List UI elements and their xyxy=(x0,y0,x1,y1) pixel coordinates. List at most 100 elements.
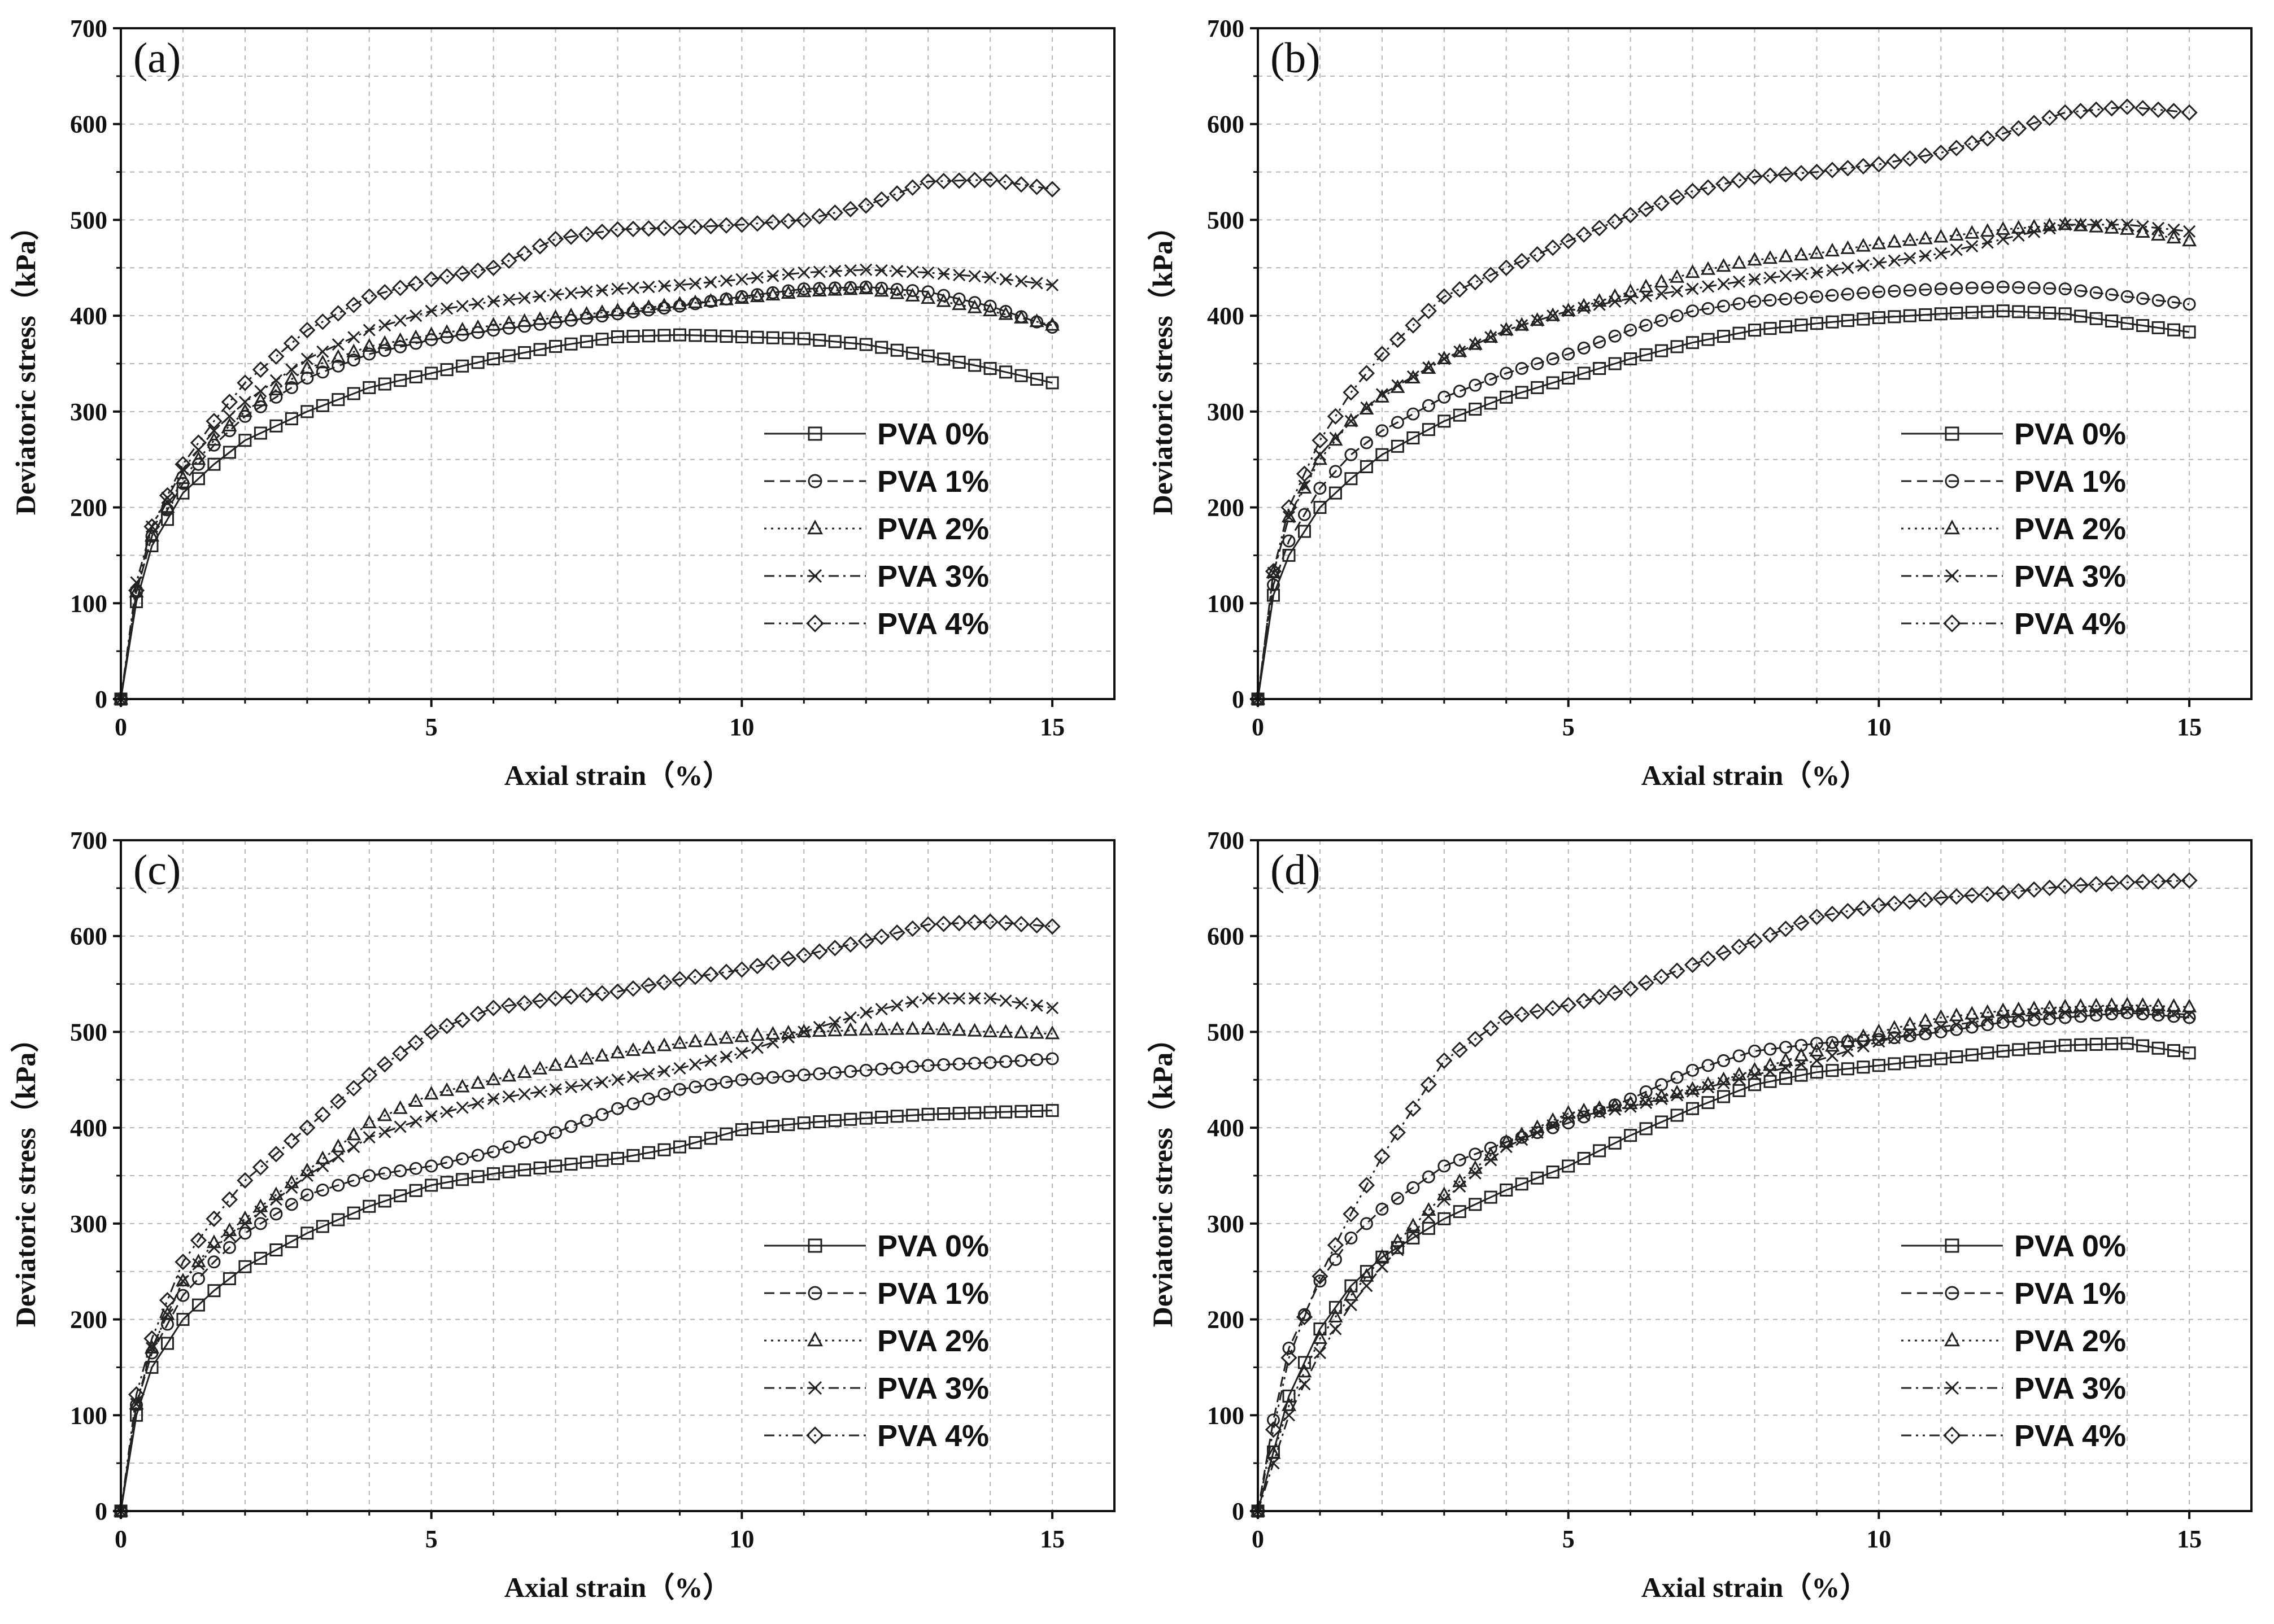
data-point-pva-2- xyxy=(796,283,812,298)
data-point-pva-3- xyxy=(1732,1072,1746,1086)
data-point-pva-4- xyxy=(206,413,223,430)
data-point-pva-1- xyxy=(1748,1044,1761,1058)
data-point-pva-0- xyxy=(952,355,966,369)
data-point-pva-2- xyxy=(346,1127,361,1141)
data-point-pva-4- xyxy=(1575,226,1592,243)
data-point-pva-4- xyxy=(951,915,968,932)
data-point-pva-3- xyxy=(549,1083,562,1096)
data-point-pva-2- xyxy=(967,1023,982,1037)
data-point-pva-4- xyxy=(811,208,828,225)
data-point-pva-2- xyxy=(1809,245,1824,259)
legend-label-pva-4-: PVA 4% xyxy=(2014,1419,2126,1453)
data-point-pva-0- xyxy=(2151,1041,2165,1055)
x-tick-label: 5 xyxy=(1562,713,1575,741)
data-point-pva-4- xyxy=(1777,166,1794,183)
data-point-pva-4- xyxy=(1451,1041,1468,1058)
data-point-pva-4- xyxy=(1606,213,1623,230)
x-tick-label: 15 xyxy=(1040,713,1065,741)
data-point-pva-3- xyxy=(611,1073,624,1086)
data-point-pva-2- xyxy=(424,326,439,340)
data-point-pva-0- xyxy=(1546,1165,1559,1179)
data-point-pva-0- xyxy=(1014,1105,1028,1118)
data-point-pva-0- xyxy=(1045,376,1059,390)
data-point-pva-2- xyxy=(2151,997,2166,1012)
data-point-pva-4- xyxy=(1901,150,1918,167)
data-point-pva-3- xyxy=(1313,1346,1326,1360)
data-point-pva-1- xyxy=(1934,282,1948,296)
data-point-pva-3- xyxy=(285,1181,298,1194)
data-point-pva-4- xyxy=(438,1018,455,1034)
data-point-pva-4- xyxy=(1932,145,1949,161)
data-point-pva-1- xyxy=(2151,294,2165,307)
data-point-pva-2- xyxy=(812,282,827,296)
data-point-pva-3- xyxy=(1045,1001,1059,1015)
data-point-pva-2- xyxy=(1918,230,1933,245)
data-point-pva-4- xyxy=(1296,1308,1313,1325)
data-point-pva-3- xyxy=(2182,225,2196,238)
data-point-pva-1- xyxy=(2182,298,2196,311)
data-point-pva-2- xyxy=(610,1045,625,1059)
data-point-pva-0- xyxy=(254,1251,267,1265)
data-point-pva-4- xyxy=(1529,246,1546,263)
data-point-pva-1- xyxy=(1484,1141,1497,1155)
data-point-pva-3- xyxy=(611,282,624,295)
data-point-pva-1- xyxy=(2136,292,2150,305)
data-point-pva-0- xyxy=(2151,321,2165,334)
data-point-pva-0- xyxy=(1344,472,1358,486)
data-point-pva-2- xyxy=(1328,432,1343,446)
data-point-pva-4- xyxy=(920,916,936,933)
data-point-pva-0- xyxy=(1748,1078,1761,1092)
data-point-pva-2- xyxy=(533,311,548,325)
data-point-pva-3- xyxy=(1329,1322,1342,1335)
data-point-pva-0- xyxy=(1763,1075,1777,1088)
data-point-pva-1- xyxy=(2167,295,2181,309)
data-point-pva-4- xyxy=(2103,875,2120,892)
data-point-pva-3- xyxy=(766,1036,779,1049)
data-point-pva-0- xyxy=(999,1105,1013,1119)
data-point-pva-1- xyxy=(1562,347,1575,361)
data-point-pva-3- xyxy=(394,1120,407,1133)
data-point-pva-3- xyxy=(316,345,329,358)
data-point-pva-3- xyxy=(1282,510,1296,523)
data-point-pva-3- xyxy=(1406,370,1419,383)
data-point-pva-0- xyxy=(332,393,345,407)
data-point-pva-4- xyxy=(1948,139,1965,156)
data-point-pva-0- xyxy=(2027,305,2041,319)
data-point-pva-2- xyxy=(1701,261,1716,275)
data-point-pva-3- xyxy=(363,324,376,337)
legend-marker-pva-0- xyxy=(808,426,822,441)
legend-marker-pva-2- xyxy=(807,519,824,535)
data-point-pva-0- xyxy=(1748,324,1761,337)
data-point-pva-0- xyxy=(689,329,702,342)
data-point-pva-3- xyxy=(1531,314,1544,327)
data-point-pva-3- xyxy=(735,273,748,286)
data-point-pva-0- xyxy=(1328,1300,1342,1314)
data-point-pva-4- xyxy=(1669,189,1685,206)
data-point-pva-3- xyxy=(192,1258,205,1271)
data-point-pva-4- xyxy=(1684,957,1701,973)
data-point-pva-4- xyxy=(469,262,486,279)
data-point-pva-3- xyxy=(2074,218,2087,231)
data-point-pva-1- xyxy=(2105,288,2119,302)
data-point-pva-1- xyxy=(2012,281,2025,294)
data-point-pva-0- xyxy=(1577,1151,1591,1165)
data-point-pva-2- xyxy=(455,321,470,336)
data-point-pva-0- xyxy=(1360,1265,1373,1278)
data-point-pva-1- xyxy=(1500,366,1513,380)
data-point-pva-4- xyxy=(159,1292,176,1309)
data-point-pva-2- xyxy=(502,1068,517,1082)
data-point-pva-1- xyxy=(766,1071,779,1084)
data-point-pva-0- xyxy=(813,333,826,347)
data-point-pva-2- xyxy=(843,281,858,295)
y-tick-label: 100 xyxy=(70,1402,107,1429)
data-point-pva-1- xyxy=(1437,1159,1451,1173)
data-point-pva-0- xyxy=(2089,312,2103,325)
data-point-pva-2- xyxy=(393,1100,408,1114)
panel-background xyxy=(0,812,1137,1624)
data-point-pva-0- xyxy=(1763,322,1777,335)
data-point-pva-4- xyxy=(1343,1206,1360,1223)
data-point-pva-4- xyxy=(1327,1237,1344,1254)
data-point-pva-2- xyxy=(1266,1445,1281,1459)
data-point-pva-3- xyxy=(1655,287,1668,300)
data-point-pva-2- xyxy=(1996,221,2011,235)
